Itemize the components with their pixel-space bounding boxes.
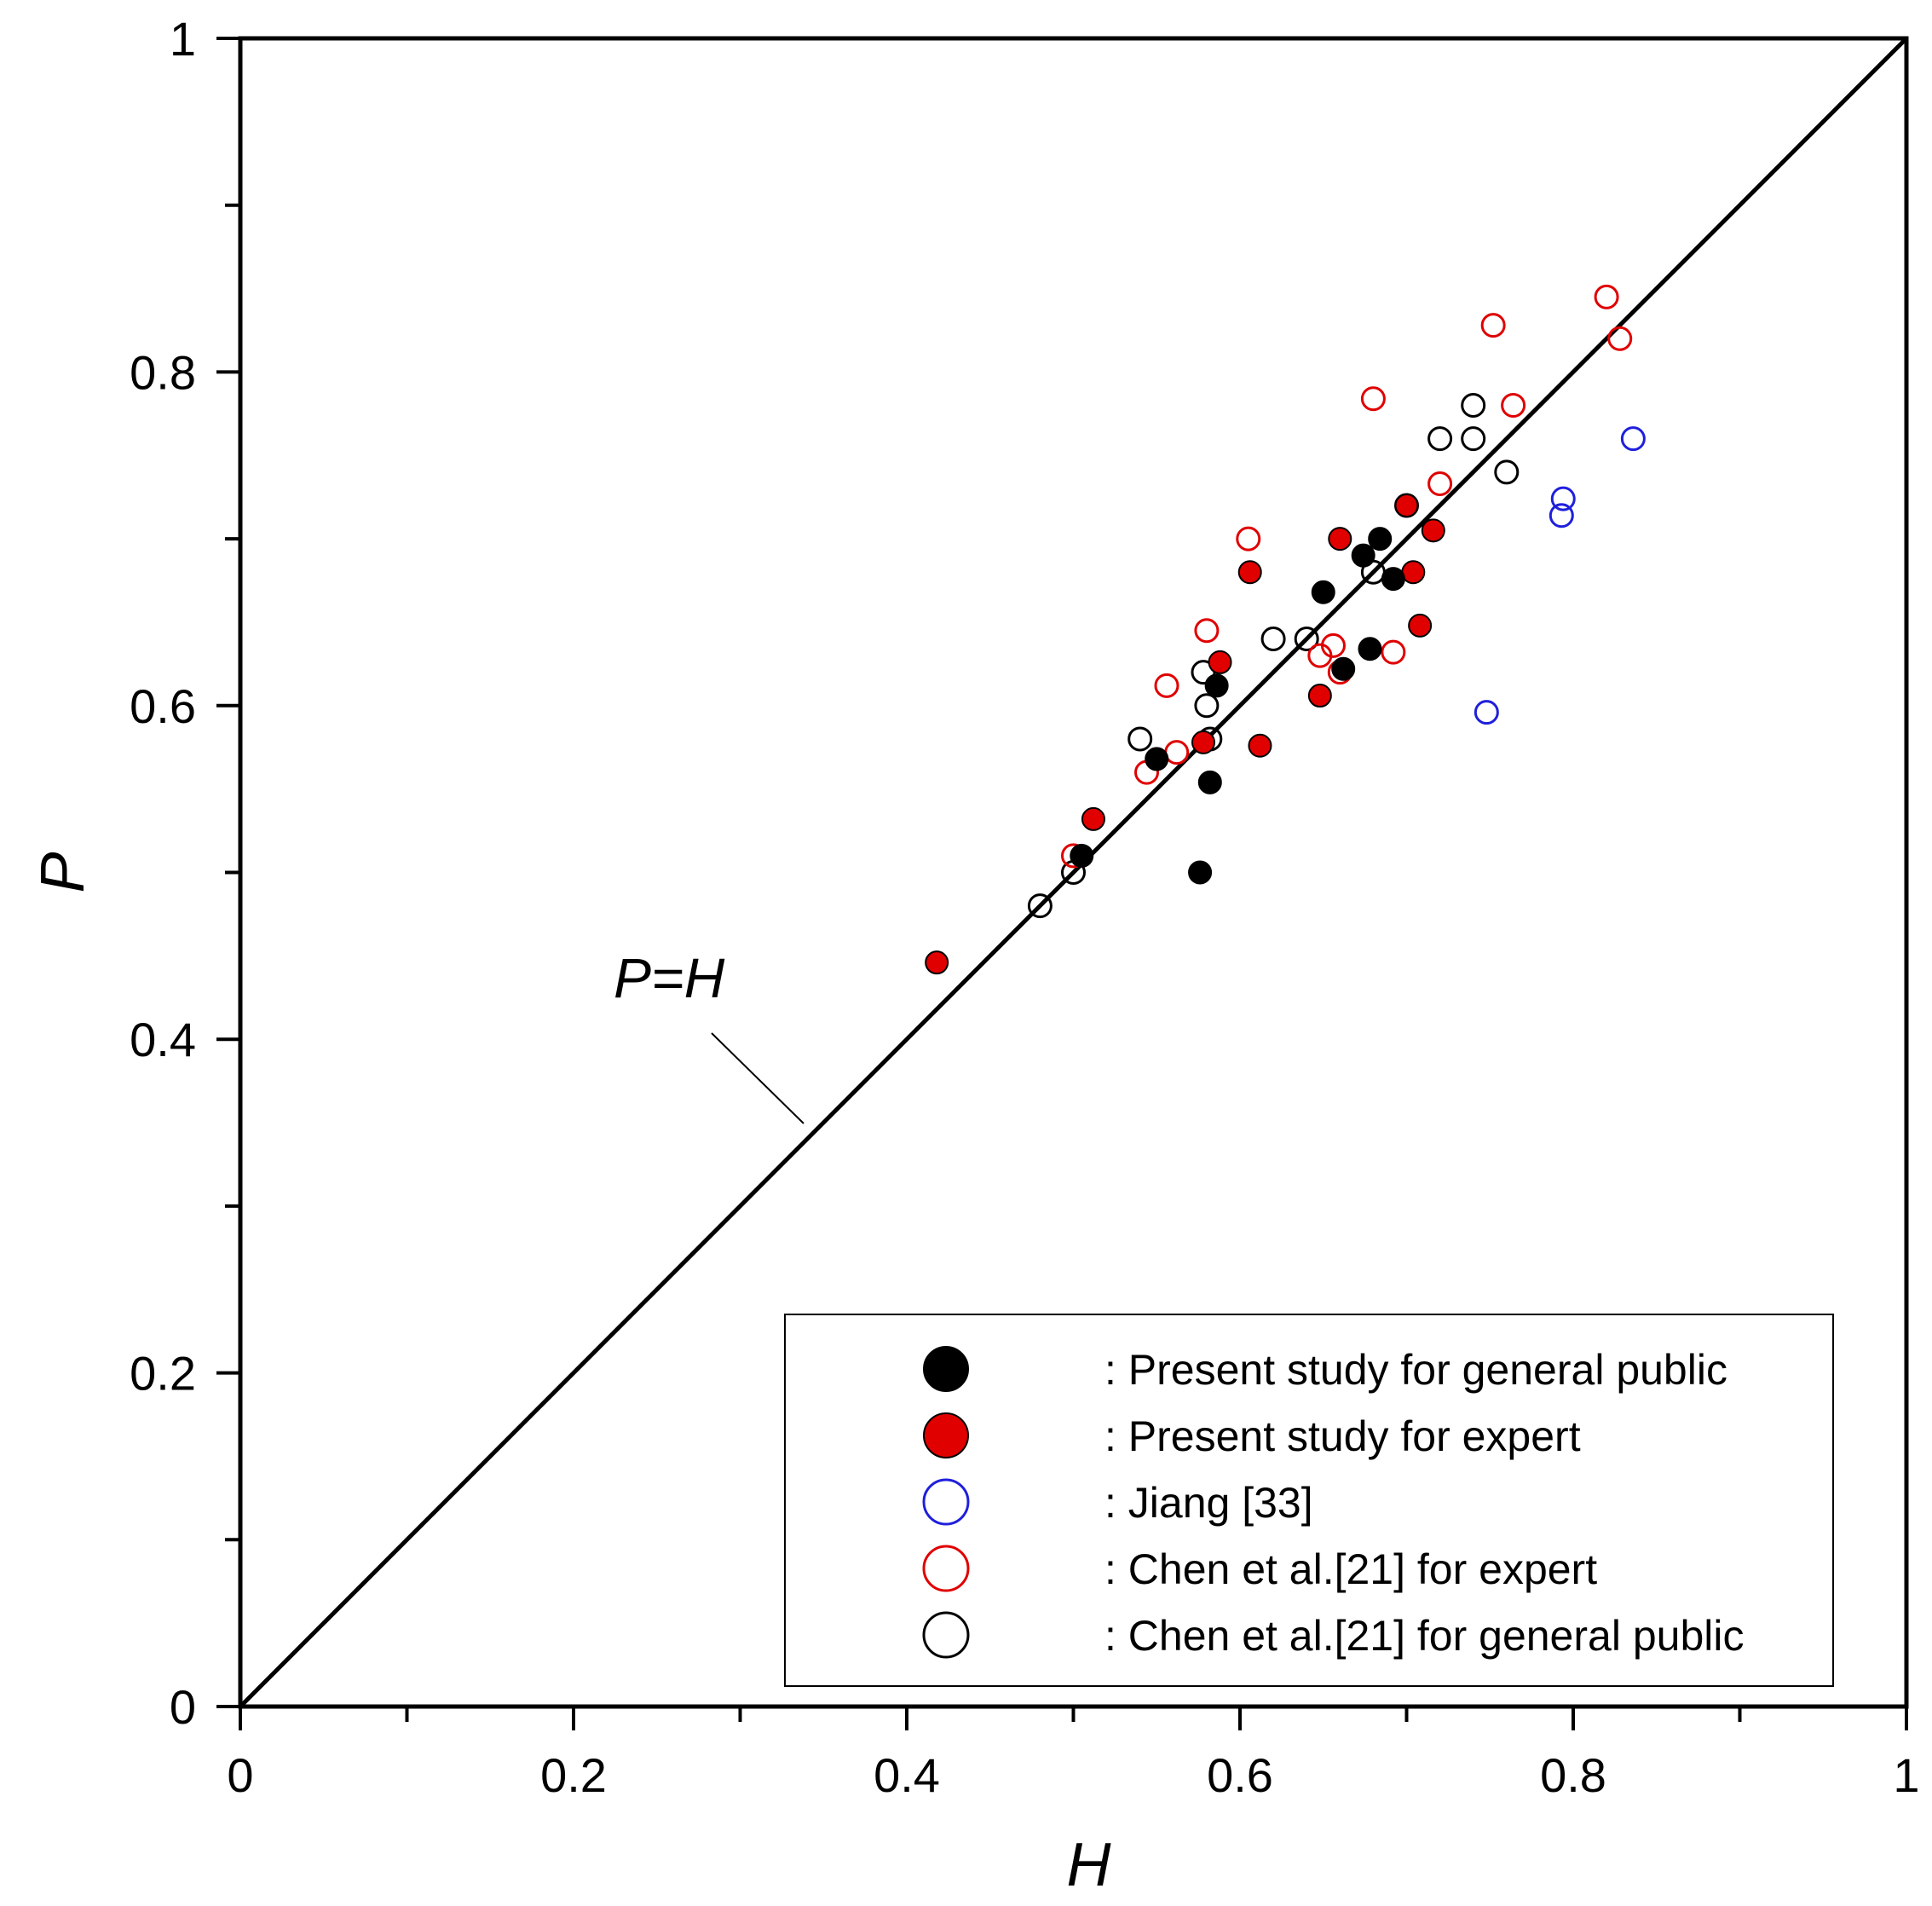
data-point [1307,684,1332,708]
legend-marker [922,1545,970,1592]
data-point [1311,580,1335,604]
legend-marker [923,1346,969,1392]
data-point [1494,459,1520,485]
legend-label: : Jiang [33] [1104,1479,1313,1527]
data-point [1501,393,1526,419]
data-point [1594,284,1619,309]
data-point [1328,527,1352,552]
data-point [1550,486,1576,511]
legend-marker [922,1611,970,1659]
data-point [1145,747,1169,771]
data-point [925,950,949,975]
annotation-leader-line [711,1032,805,1124]
data-point [1548,503,1574,528]
data-point [1331,656,1356,681]
data-point [1248,733,1272,758]
data-points [925,284,1646,975]
axis-ticks [216,37,1908,1730]
x-tick-label: 0.2 [540,1748,607,1802]
data-point [1381,567,1405,592]
x-tick-label: 0 [227,1748,253,1802]
data-point [1368,527,1393,552]
legend-label: : Chen et al.[21] for expert [1104,1545,1597,1593]
data-point [1320,632,1346,658]
legend-label: : Present study for expert [1104,1412,1581,1460]
data-point [1127,726,1153,752]
data-point [1260,627,1286,652]
y-axis-title: P [29,852,97,892]
y-tick-label: 0.2 [130,1347,196,1401]
data-point [1027,893,1053,919]
x-axis-title: H [1067,1831,1112,1899]
data-point [1164,740,1190,765]
data-point [1360,386,1386,412]
data-point [1401,560,1426,585]
x-tick-label: 0.8 [1540,1748,1606,1802]
data-point [1204,673,1229,698]
x-tick-label: 0.6 [1207,1748,1273,1802]
data-point [1461,393,1486,419]
y-tick-label: 0.8 [130,345,196,399]
reference-line [239,37,1908,1708]
data-point [1351,543,1375,568]
plot-frame [238,36,1909,1709]
reference-line-group [239,37,1908,1708]
y-tick-label: 0.6 [130,679,196,733]
tick-labels: 0 0.2 0.4 0.6 0.8 1 0 0.2 0.4 0.6 0.8 1 [130,12,1919,1802]
legend-label: : Present study for general public [1104,1346,1727,1394]
data-point [1191,730,1215,754]
y-tick-label: 0.4 [130,1013,196,1066]
legend-marker [923,1412,969,1458]
data-point [1358,637,1382,661]
data-point [1480,313,1506,338]
data-point [1208,650,1232,674]
legend-label: : Chen et al.[21] for general public [1104,1612,1744,1660]
data-point [1154,673,1179,698]
data-point [1620,426,1646,452]
y-tick-label: 1 [170,12,196,66]
data-point [1197,770,1222,794]
data-point [1408,613,1433,638]
data-point [1294,627,1319,652]
data-point [1070,843,1094,868]
data-point [1607,326,1633,351]
data-point [1427,471,1453,497]
x-tick-label: 0.4 [874,1748,940,1802]
data-point [1194,693,1220,719]
data-point [1427,426,1453,452]
y-tick-label: 0 [170,1680,196,1734]
legend: : Present study for general public : Pres… [784,1314,1834,1687]
data-point [1381,639,1406,665]
data-point [1237,560,1262,585]
x-tick-label: 1 [1893,1748,1919,1802]
data-point [1474,700,1499,725]
data-point [1236,526,1261,552]
data-point [1194,618,1220,644]
data-point [1394,493,1419,517]
reference-line-label: P=H [614,946,725,1009]
reference-line-annotation: P=H [614,946,805,1124]
legend-marker [922,1478,970,1526]
data-point [1461,426,1486,452]
data-point [1421,518,1445,543]
data-point [1081,806,1105,831]
data-point [1188,860,1213,885]
